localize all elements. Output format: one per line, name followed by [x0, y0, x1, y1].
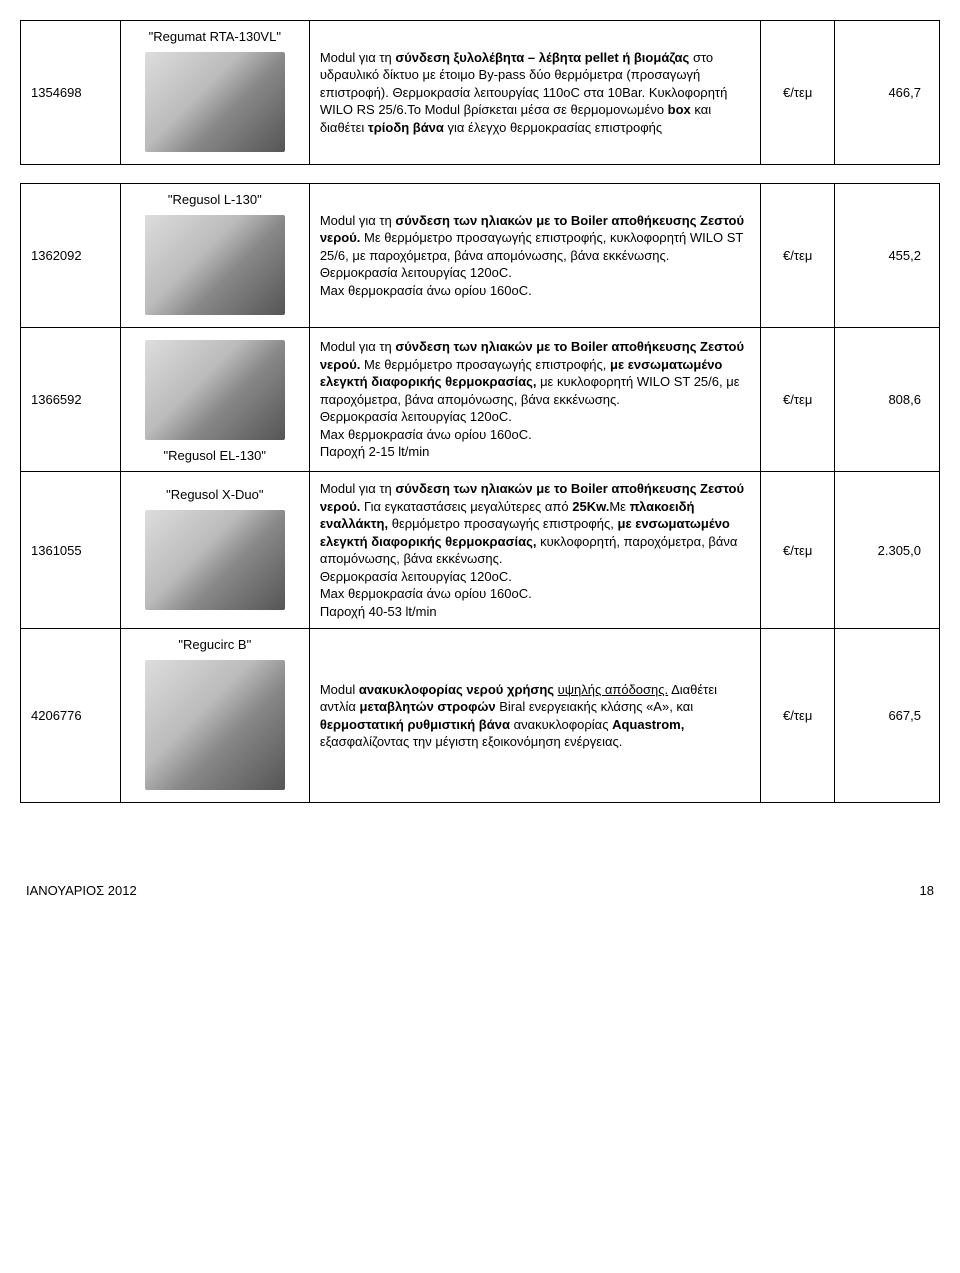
product-title: "Regucirc B" — [178, 637, 251, 652]
cell-unit: €/τεμ — [761, 21, 835, 165]
footer-page-number: 18 — [920, 883, 934, 898]
cell-unit: €/τεμ — [761, 629, 835, 803]
cell-code: 1361055 — [21, 472, 121, 629]
cell-product: "Regusol EL-130" — [120, 328, 309, 472]
table-row: 1354698 "Regumat RTA-130VL" Modul για τη… — [21, 21, 940, 165]
cell-description: Modul ανακυκλοφορίας νερού χρήσης υψηλής… — [309, 629, 761, 803]
product-title: "Regusol X-Duo" — [166, 487, 263, 502]
cell-description: Modul για τη σύνδεση ξυλολέβητα – λέβητα… — [309, 21, 761, 165]
product-image-placeholder — [145, 660, 285, 790]
cell-product: "Regumat RTA-130VL" — [120, 21, 309, 165]
cell-code: 1366592 — [21, 328, 121, 472]
table-row: 1362092 "Regusol L-130" Modul για τη σύνδε… — [21, 184, 940, 328]
cell-price: 455,2 — [834, 184, 939, 328]
cell-unit: €/τεμ — [761, 328, 835, 472]
cell-code: 1362092 — [21, 184, 121, 328]
product-title: "Regusol EL-130" — [164, 448, 266, 463]
cell-unit: €/τεμ — [761, 184, 835, 328]
cell-price: 808,6 — [834, 328, 939, 472]
cell-product: "Regucirc B" — [120, 629, 309, 803]
cell-price: 466,7 — [834, 21, 939, 165]
table-row: 1361055 "Regusol X-Duo" Modul για τη σύνδε… — [21, 472, 940, 629]
cell-product: "Regusol X-Duo" — [120, 472, 309, 629]
cell-unit: €/τεμ — [761, 472, 835, 629]
product-image-placeholder — [145, 52, 285, 152]
cell-price: 667,5 — [834, 629, 939, 803]
cell-price: 2.305,0 — [834, 472, 939, 629]
page-footer: ΙΑΝΟΥΑΡΙΟΣ 2012 18 — [20, 883, 940, 898]
cell-description: Modul για τη σύνδεση των ηλιακών με το B… — [309, 328, 761, 472]
product-image-placeholder — [145, 215, 285, 315]
product-image-placeholder — [145, 510, 285, 610]
product-table-2: 1362092 "Regusol L-130" Modul για τη σύνδε… — [20, 183, 940, 803]
product-title: "Regusol L-130" — [168, 192, 262, 207]
cell-product: "Regusol L-130" — [120, 184, 309, 328]
footer-date: ΙΑΝΟΥΑΡΙΟΣ 2012 — [26, 883, 137, 898]
cell-description: Modul για τη σύνδεση των ηλιακών με το B… — [309, 184, 761, 328]
code-text: 1354698 — [31, 85, 82, 100]
product-table-1: 1354698 "Regumat RTA-130VL" Modul για τη… — [20, 20, 940, 165]
cell-code: 1354698 — [21, 21, 121, 165]
product-title: "Regumat RTA-130VL" — [149, 29, 281, 44]
product-image-placeholder — [145, 340, 285, 440]
cell-code: 4206776 — [21, 629, 121, 803]
table-row: 1366592 "Regusol EL-130" Modul για τη σύνδ… — [21, 328, 940, 472]
table-row: 4206776 "Regucirc B" Modul ανακυκλοφορίας … — [21, 629, 940, 803]
cell-description: Modul για τη σύνδεση των ηλιακών με το B… — [309, 472, 761, 629]
